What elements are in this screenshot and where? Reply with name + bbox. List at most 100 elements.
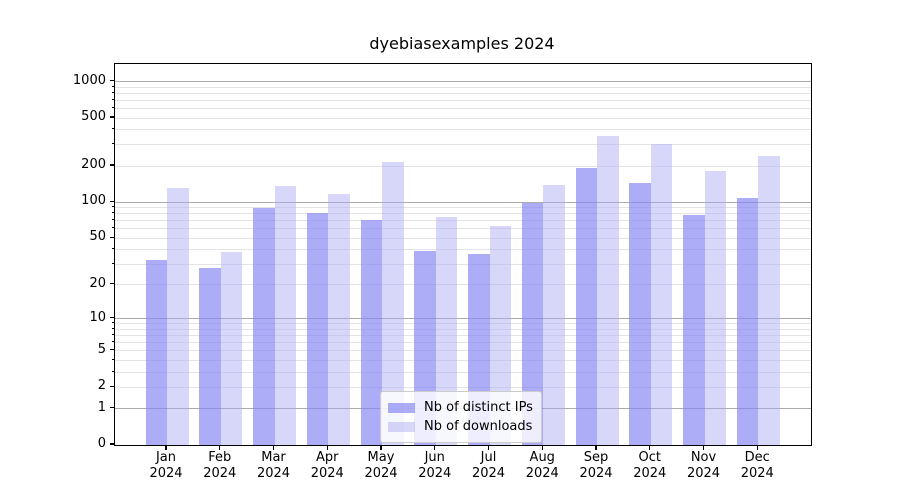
x-tick-month: Jun [424, 450, 445, 465]
y-minor-tick-mark [111, 385, 114, 387]
y-minor-tick-mark [111, 164, 114, 166]
y-minor-gridline [115, 323, 811, 325]
y-tick-mark [109, 317, 114, 319]
y-minor-gridline [115, 220, 811, 222]
y-minor-tick-mark [111, 143, 114, 145]
y-tick-label: 100 [81, 193, 106, 209]
x-tick-month: Aug [529, 450, 555, 465]
bar-downloads-dec [758, 155, 780, 445]
bar-ips-feb [199, 267, 221, 445]
y-minor-gridline [115, 107, 811, 109]
x-tick-label: Jun 2024 [405, 450, 465, 481]
y-minor-gridline [115, 335, 811, 337]
y-minor-tick-mark [111, 91, 114, 93]
y-major-gridline [115, 81, 811, 83]
bar-downloads-feb [220, 252, 243, 445]
y-tick-label: 500 [81, 109, 106, 125]
y-minor-tick-mark [111, 262, 114, 264]
y-major-gridline [115, 201, 811, 203]
y-minor-gridline [115, 129, 811, 131]
x-tick-mark [541, 445, 543, 450]
y-tick-label: 5 [97, 341, 106, 357]
y-minor-gridline [115, 249, 811, 251]
y-minor-tick-mark [111, 227, 114, 229]
y-minor-gridline [115, 144, 811, 146]
x-tick-month: Mar [261, 450, 286, 465]
bar-ips-sep [575, 167, 597, 445]
x-tick-mark [702, 445, 705, 450]
chart-title: dyebiasexamples 2024 [369, 34, 555, 53]
y-minor-gridline [115, 371, 811, 373]
x-tick-month: Oct [638, 450, 661, 465]
x-tick-label: Feb 2024 [190, 450, 250, 481]
y-tick-label: 10 [89, 309, 106, 325]
y-minor-gridline [115, 86, 811, 88]
y-major-gridline [115, 318, 811, 320]
x-tick-year: 2024 [740, 465, 774, 481]
bar-downloads-aug [543, 185, 565, 445]
y-minor-tick-mark [111, 212, 114, 214]
y-minor-gridline [115, 284, 811, 286]
x-tick-year: 2024 [633, 465, 667, 481]
x-tick-month: Nov [690, 450, 717, 465]
x-tick-mark [756, 445, 758, 450]
legend-row: Nb of distinct IPs [388, 398, 533, 417]
x-tick-year: 2024 [579, 465, 613, 481]
y-minor-gridline [115, 359, 811, 361]
bar-ips-nov [683, 215, 705, 445]
x-tick-label: Nov 2024 [674, 450, 734, 481]
y-minor-tick-mark [111, 248, 114, 250]
x-tick-mark [487, 445, 490, 450]
y-tick-label: 200 [81, 157, 106, 173]
y-minor-gridline [115, 350, 811, 352]
y-minor-gridline [115, 92, 811, 94]
x-tick-year: 2024 [471, 465, 506, 481]
bar-downloads-jan [167, 188, 189, 445]
x-tick-month: Jan [155, 450, 177, 465]
y-minor-tick-mark [111, 98, 114, 100]
x-tick-label: Jan 2024 [136, 450, 196, 481]
bar-ips-dec [736, 198, 759, 445]
x-tick-month: Feb [208, 450, 232, 465]
bar-ips-mar [253, 208, 275, 445]
x-tick-year: 2024 [686, 465, 721, 481]
x-tick-mark [272, 445, 275, 450]
legend-label: Nb of distinct IPs [424, 400, 533, 415]
y-tick-mark [109, 443, 114, 445]
x-tick-month: Sep [583, 450, 609, 465]
bar-ips-may [360, 220, 382, 445]
x-tick-mark [649, 445, 651, 450]
x-tick-year: 2024 [310, 465, 344, 481]
y-minor-gridline [115, 342, 811, 344]
x-tick-year: 2024 [149, 465, 183, 481]
x-tick-label: Apr 2024 [297, 450, 357, 481]
x-tick-year: 2024 [418, 465, 452, 481]
x-tick-label: Dec 2024 [727, 450, 787, 481]
y-minor-tick-mark [111, 206, 114, 208]
y-minor-tick-mark [111, 236, 114, 238]
y-minor-gridline [115, 328, 811, 330]
y-minor-tick-mark [111, 106, 114, 108]
x-tick-month: Apr [316, 450, 339, 465]
bar-downloads-jul [489, 226, 511, 445]
y-minor-gridline [115, 213, 811, 215]
y-minor-tick-mark [111, 327, 114, 329]
y-minor-tick-mark [111, 370, 114, 372]
y-tick-mark [109, 200, 114, 202]
x-tick-year: 2024 [364, 465, 398, 481]
y-minor-gridline [115, 165, 811, 167]
bar-downloads-apr [328, 194, 350, 445]
y-minor-tick-mark [111, 349, 114, 351]
y-minor-tick-mark [111, 85, 114, 87]
x-tick-month: Dec [744, 450, 770, 465]
y-minor-gridline [115, 207, 811, 209]
y-tick-label: 1000 [72, 72, 106, 88]
y-minor-tick-mark [111, 128, 114, 130]
bar-ips-apr [306, 213, 329, 445]
y-minor-tick-mark [111, 116, 114, 118]
x-tick-mark [326, 445, 328, 450]
x-tick-label: Oct 2024 [620, 450, 680, 481]
y-minor-tick-mark [111, 322, 114, 324]
y-minor-tick-mark [111, 358, 114, 360]
